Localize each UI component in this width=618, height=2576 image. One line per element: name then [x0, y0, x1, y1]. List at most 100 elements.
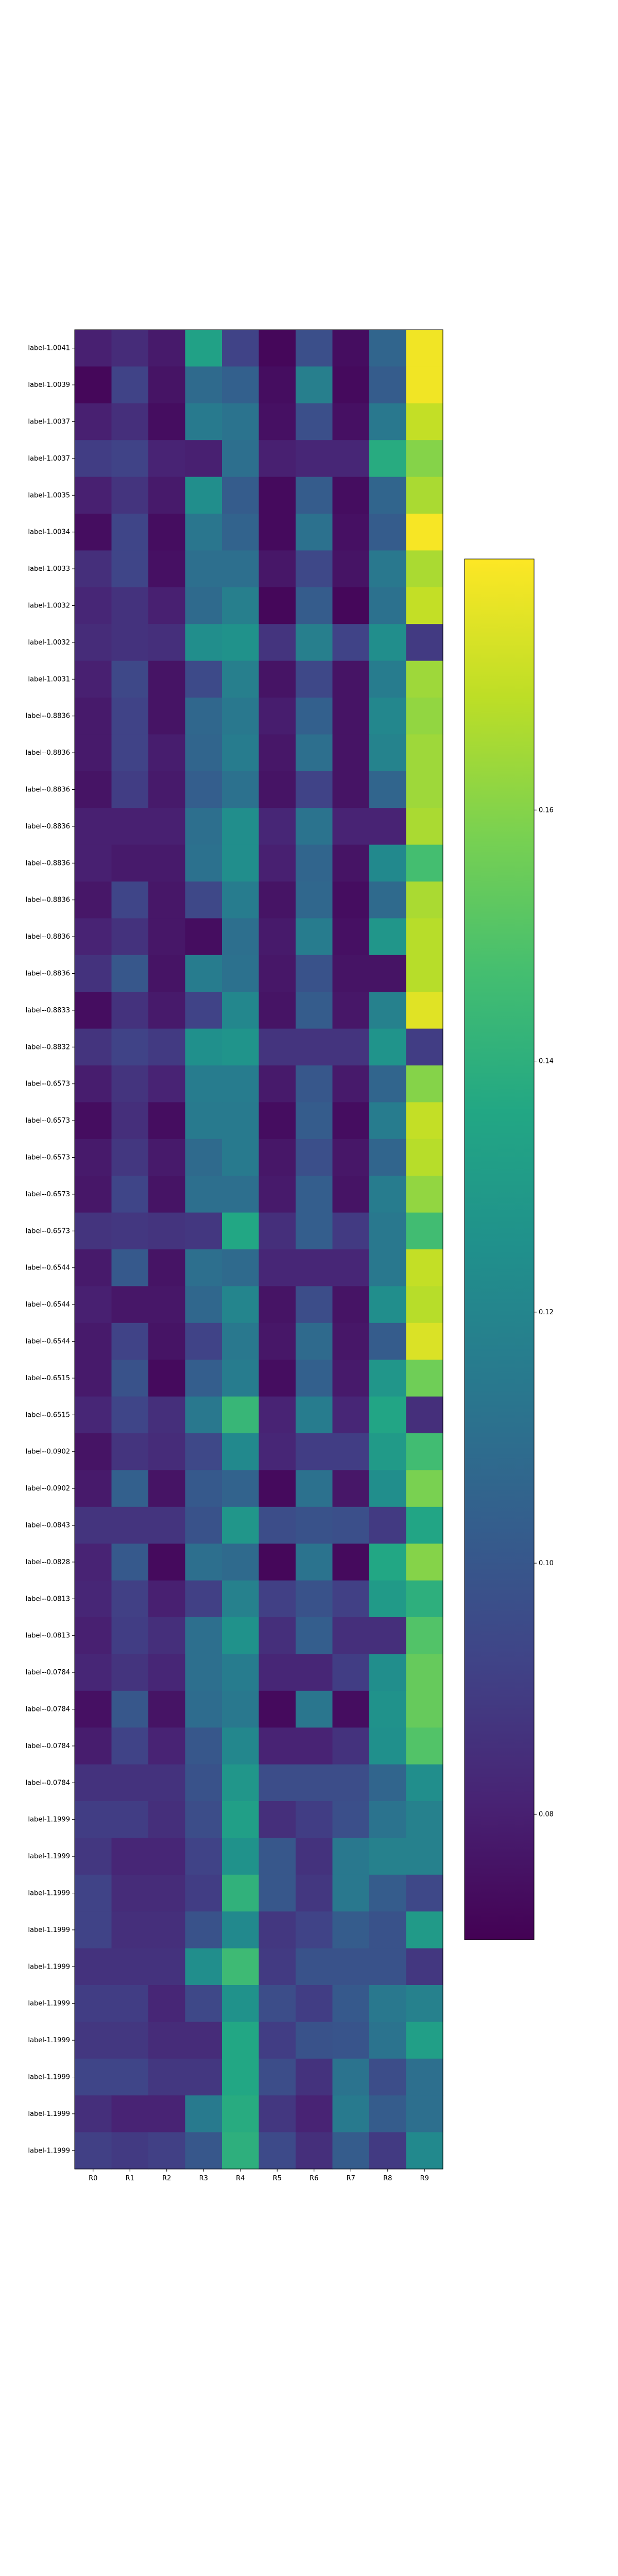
heatmap-cell	[222, 2022, 260, 2059]
x-tick-label: R1	[126, 2175, 134, 2182]
y-tick-label: label--0.8836	[26, 970, 70, 978]
heatmap-cell	[369, 1139, 407, 1176]
colorbar-tick-label: 0.14	[539, 1058, 554, 1065]
heatmap-cell	[332, 1176, 370, 1213]
heatmap-cell	[406, 330, 443, 367]
heatmap-cell	[296, 2022, 333, 2059]
heatmap-cell	[185, 698, 222, 735]
heatmap-cell	[296, 550, 333, 588]
heatmap-cell	[406, 844, 443, 882]
heatmap-cell	[75, 1212, 112, 1250]
y-tick-label: label-1.0031	[28, 675, 70, 683]
heatmap-cell	[332, 1470, 370, 1507]
heatmap-cell	[185, 1985, 222, 2022]
heatmap-cell	[406, 1544, 443, 1581]
heatmap-cell	[148, 844, 186, 882]
heatmap-cell	[75, 440, 112, 478]
heatmap-cell	[332, 1065, 370, 1103]
heatmap-cell	[369, 1433, 407, 1470]
heatmap-cell	[111, 734, 149, 772]
heatmap-cell	[148, 2132, 186, 2170]
heatmap-cell	[296, 1948, 333, 1986]
heatmap-cell	[259, 771, 296, 808]
y-tick-label: label--0.6573	[26, 1154, 70, 1162]
heatmap-cell	[222, 440, 260, 478]
heatmap-cell	[332, 1654, 370, 1691]
heatmap-cell	[222, 1212, 260, 1250]
heatmap-cell	[296, 1286, 333, 1324]
heatmap-cell	[296, 992, 333, 1029]
heatmap-cell	[369, 1801, 407, 1838]
heatmap-cell	[222, 330, 260, 367]
heatmap-cell	[259, 1874, 296, 1912]
heatmap-cell	[369, 1176, 407, 1213]
heatmap-cell	[332, 1323, 370, 1360]
heatmap-cell	[185, 477, 222, 514]
heatmap-cell	[332, 882, 370, 919]
heatmap-cell	[332, 1801, 370, 1838]
heatmap-cell	[222, 1360, 260, 1397]
heatmap-cell	[296, 1360, 333, 1397]
heatmap-cell	[332, 1985, 370, 2022]
heatmap-cell	[148, 1506, 186, 1544]
heatmap-cell	[369, 477, 407, 514]
heatmap-cell	[259, 477, 296, 514]
y-tick-label: label-1.0037	[28, 418, 70, 426]
y-tick-label: label--0.6573	[26, 1227, 70, 1235]
heatmap-cell	[259, 587, 296, 624]
heatmap-cell	[148, 1801, 186, 1838]
heatmap-cell	[111, 1948, 149, 1986]
heatmap-cell	[259, 1911, 296, 1949]
heatmap-cell	[296, 1102, 333, 1140]
heatmap-cell	[111, 698, 149, 735]
heatmap-cell	[369, 514, 407, 551]
heatmap-cell	[185, 1065, 222, 1103]
y-tick-label: label--0.6544	[26, 1301, 70, 1309]
heatmap-cell	[259, 882, 296, 919]
y-tick-label: label--0.6573	[26, 1080, 70, 1088]
y-tick-label: label-1.1999	[28, 1853, 70, 1860]
heatmap-cell	[222, 514, 260, 551]
heatmap-cell	[148, 808, 186, 845]
heatmap-cell	[75, 1874, 112, 1912]
heatmap-cell	[369, 1874, 407, 1912]
y-tick-label: label-1.0034	[28, 529, 70, 536]
heatmap-cell	[185, 2132, 222, 2170]
heatmap-cell	[259, 734, 296, 772]
heatmap-cell	[111, 1727, 149, 1765]
heatmap-cell	[296, 2132, 333, 2170]
heatmap-cell	[185, 1506, 222, 1544]
y-tick-label: label--0.6544	[26, 1338, 70, 1346]
heatmap-cell	[406, 1801, 443, 1838]
heatmap-cell	[259, 1286, 296, 1324]
heatmap-cell	[406, 2095, 443, 2133]
heatmap-cell	[406, 1212, 443, 1250]
heatmap-cell	[369, 955, 407, 992]
heatmap-cell	[75, 587, 112, 624]
heatmap-cell	[332, 808, 370, 845]
heatmap-cell	[75, 1139, 112, 1176]
heatmap-cell	[406, 1176, 443, 1213]
colorbar-tick-label: 0.08	[539, 1810, 554, 1818]
heatmap-cell	[111, 514, 149, 551]
heatmap-cell	[369, 1470, 407, 1507]
heatmap-cell	[111, 1874, 149, 1912]
heatmap-cell	[259, 1433, 296, 1470]
heatmap-cell	[75, 698, 112, 735]
heatmap-cell	[75, 1911, 112, 1949]
heatmap-cell	[406, 1506, 443, 1544]
heatmap-cell	[259, 918, 296, 956]
heatmap-cell	[148, 1176, 186, 1213]
heatmap-cell	[222, 1323, 260, 1360]
heatmap-cell	[75, 1838, 112, 1875]
heatmap-cell	[111, 2132, 149, 2170]
heatmap-cell	[111, 1617, 149, 1654]
heatmap-cell	[406, 660, 443, 698]
heatmap-cell	[185, 1176, 222, 1213]
heatmap-cell	[185, 1286, 222, 1324]
heatmap-cell	[222, 1874, 260, 1912]
heatmap-cell	[222, 1985, 260, 2022]
heatmap-cell	[111, 1985, 149, 2022]
y-tick-label: label-1.0032	[28, 602, 70, 610]
heatmap-cell	[75, 514, 112, 551]
